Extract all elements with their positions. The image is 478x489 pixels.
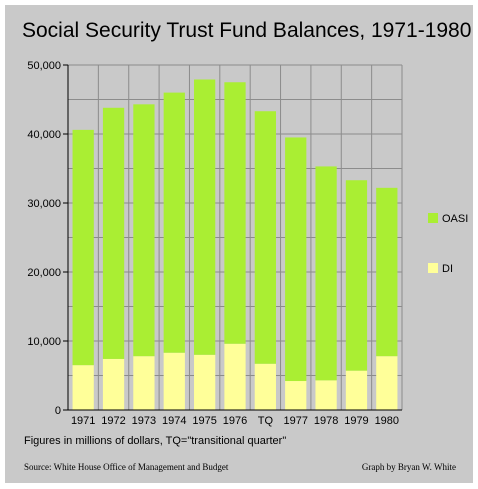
- bar-di-1976: [224, 343, 246, 410]
- bar-oasi-1978: [315, 166, 337, 381]
- x-tick-label: 1974: [162, 415, 186, 427]
- y-tick-label: 30,000: [27, 198, 61, 210]
- x-tick-label: 1979: [344, 415, 368, 427]
- legend-label-di: DI: [442, 263, 453, 275]
- bar-di-1979: [345, 370, 368, 410]
- figure-note: Figures in millions of dollars, TQ="tran…: [24, 435, 287, 447]
- source-credit: Source: White House Office of Management…: [24, 462, 229, 472]
- bar-di-1972: [102, 358, 125, 410]
- legend-label-oasi: OASI: [442, 213, 468, 225]
- y-tick-label: 40,000: [27, 129, 61, 141]
- chart-title: Social Security Trust Fund Balances, 197…: [22, 19, 472, 42]
- x-tick-label: 1980: [375, 415, 399, 427]
- x-tick-label: 1971: [71, 415, 95, 427]
- bar-di-1973: [133, 356, 155, 410]
- bar-di-1975: [194, 354, 216, 410]
- y-tick-label: 10,000: [27, 336, 61, 348]
- bar-di-1971: [72, 365, 94, 410]
- bar-oasi-1980: [376, 187, 398, 357]
- bar-oasi-1977: [285, 137, 307, 382]
- bar-di-1974: [163, 352, 185, 410]
- bar-di-1977: [285, 381, 307, 410]
- y-tick-label: 0: [55, 405, 61, 417]
- bar-oasi-1974: [163, 92, 185, 353]
- bar-oasi-1979: [345, 180, 368, 371]
- bar-oasi-1975: [194, 79, 216, 355]
- x-tick-label: TQ: [258, 415, 274, 427]
- bar-di-1978: [315, 380, 337, 410]
- y-tick-label: 50,000: [27, 60, 61, 72]
- x-tick-label: 1975: [192, 415, 216, 427]
- y-tick-label: 20,000: [27, 267, 61, 279]
- bar-oasi-1972: [102, 107, 125, 359]
- x-tick-label: 1973: [132, 415, 156, 427]
- x-tick-label: 1972: [101, 415, 125, 427]
- x-tick-label: 1978: [314, 415, 338, 427]
- bar-di-tq: [254, 363, 276, 410]
- bar-oasi-1976: [224, 82, 246, 344]
- legend-swatch-oasi: [428, 213, 438, 223]
- bar-oasi-tq: [254, 111, 276, 364]
- bar-oasi-1971: [72, 129, 94, 366]
- x-tick-label: 1977: [283, 415, 307, 427]
- bar-oasi-1973: [133, 104, 155, 357]
- bar-di-1980: [376, 356, 398, 410]
- legend-swatch-di: [428, 263, 438, 273]
- author-credit: Graph by Bryan W. White: [361, 462, 456, 472]
- x-tick-label: 1976: [223, 415, 247, 427]
